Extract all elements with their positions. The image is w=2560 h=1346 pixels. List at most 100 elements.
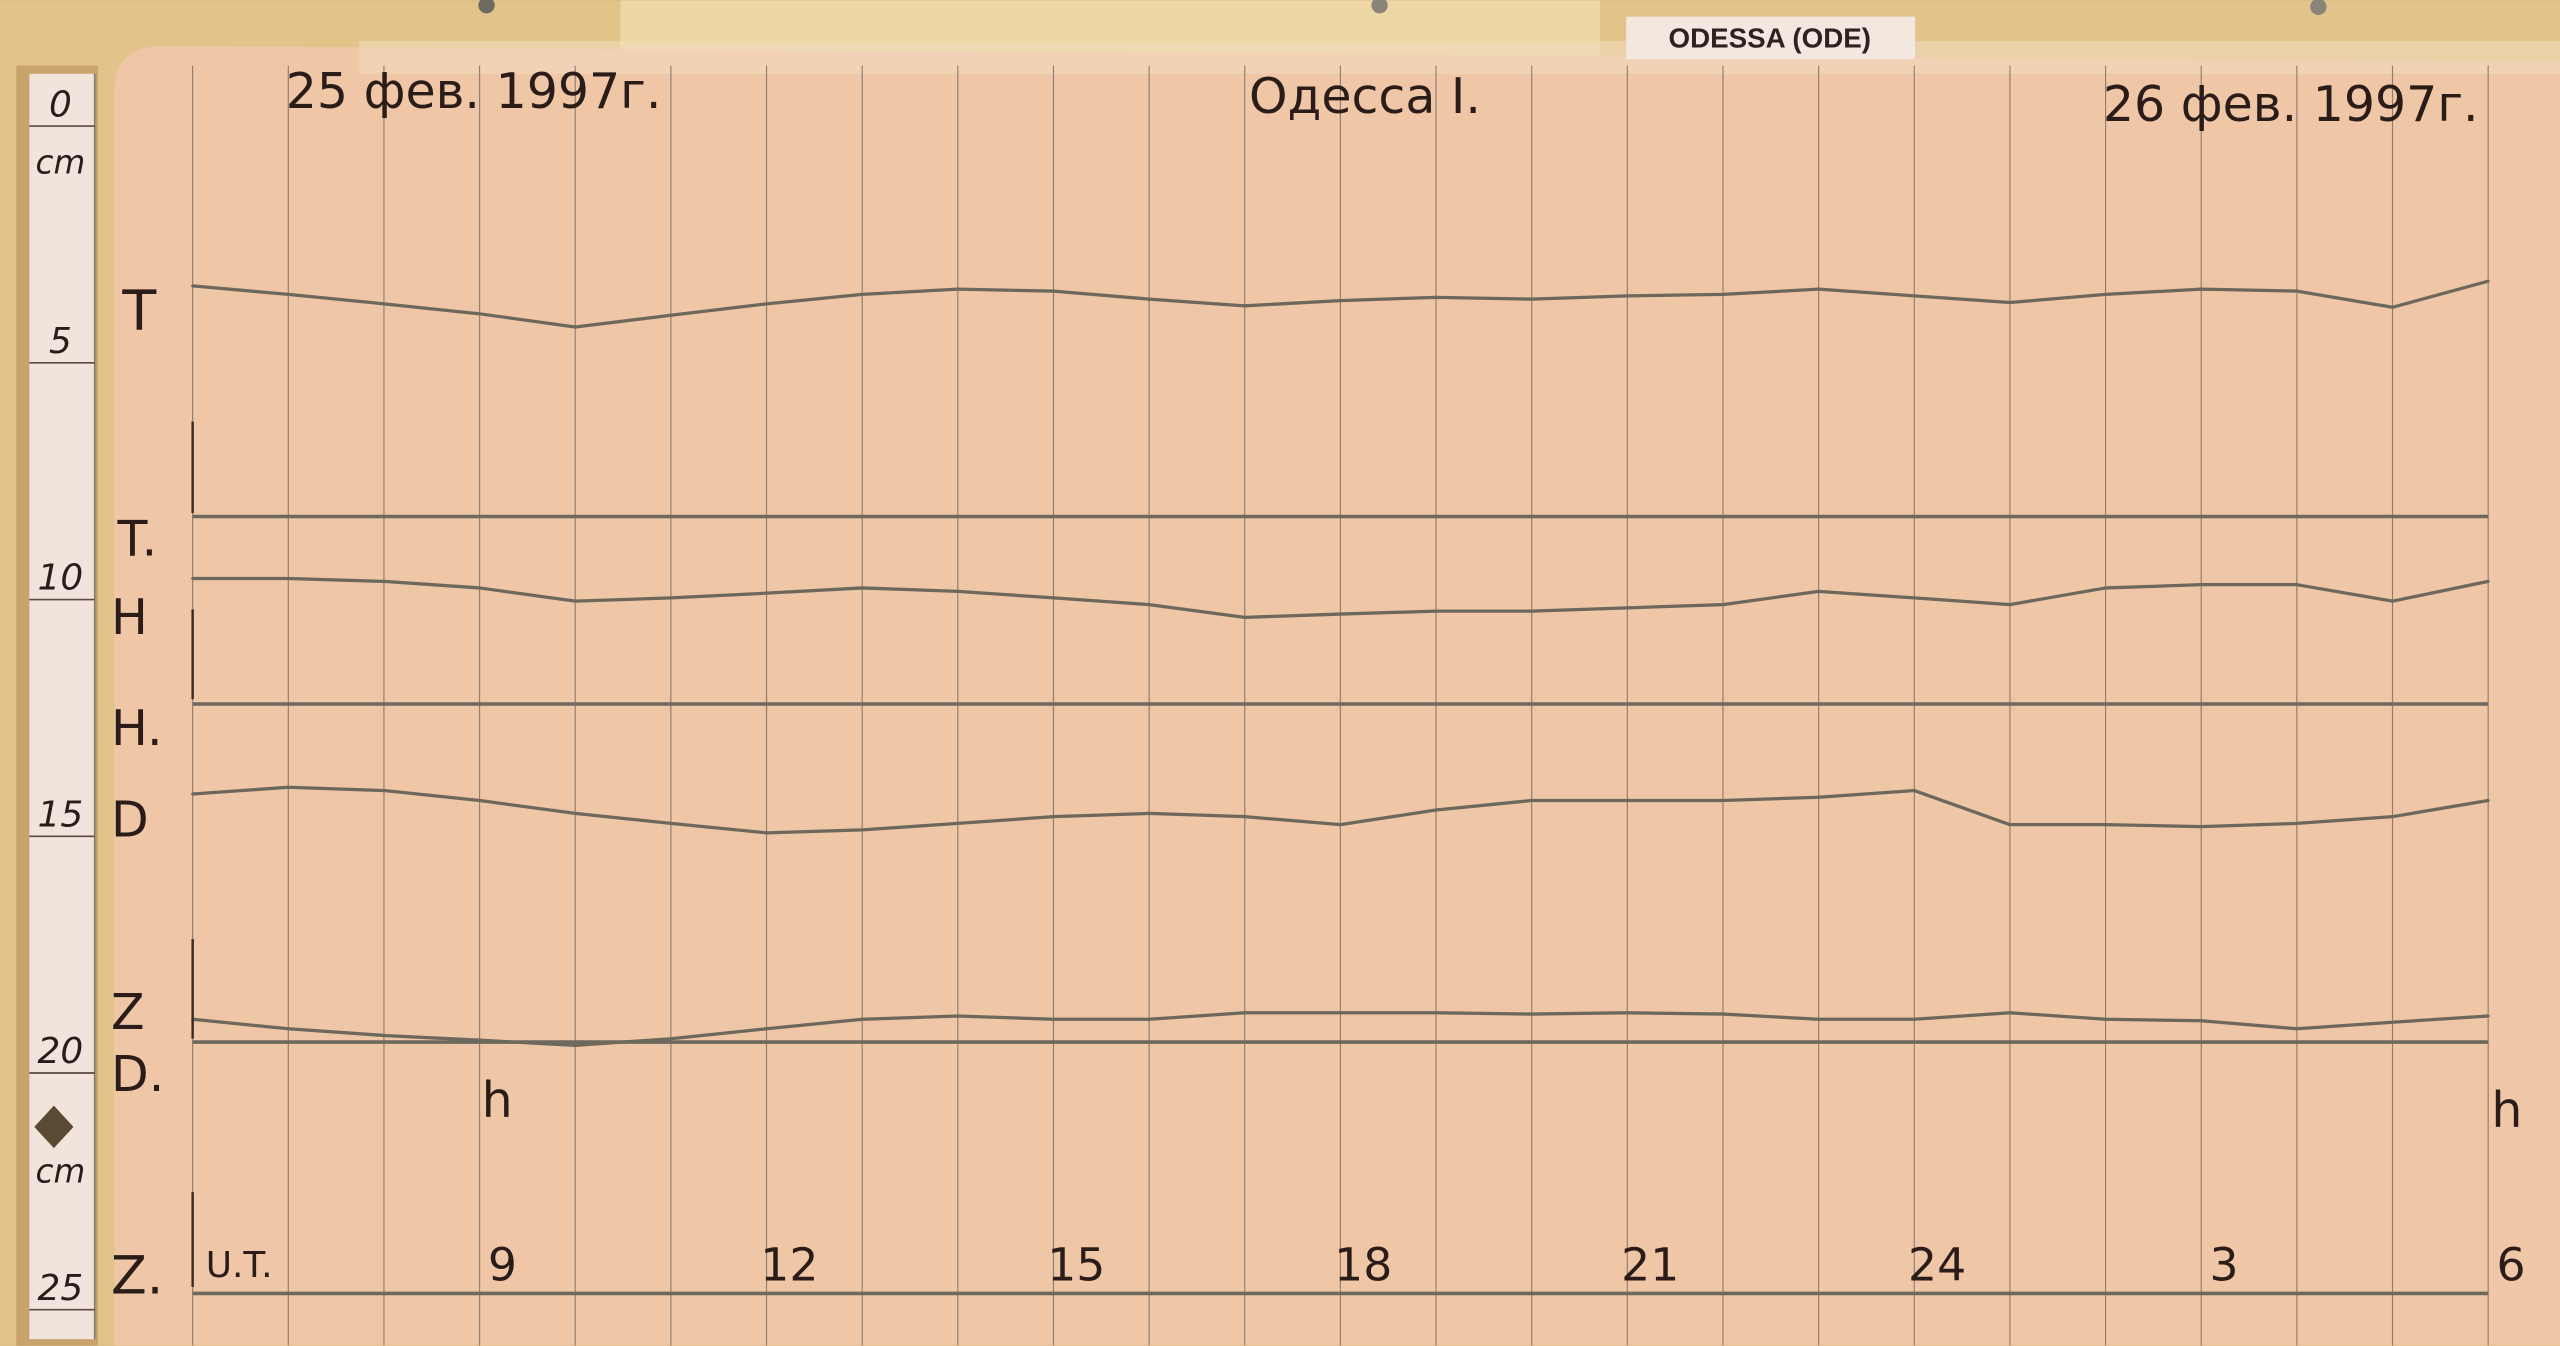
ruler-tick-label: 0 [49, 84, 72, 125]
trace-Z-point [669, 1037, 673, 1041]
trace-H-point [2008, 603, 2012, 607]
x-tick-label: 6 [2496, 1238, 2525, 1291]
trace-T-point [669, 313, 673, 317]
trace-H-point [286, 577, 290, 580]
trace-T-point [1817, 287, 1821, 291]
trace-D-point [1721, 799, 1725, 803]
trace-D-point [2486, 799, 2490, 803]
trace-T-point [1912, 294, 1916, 298]
trace-T-point [1434, 295, 1438, 299]
trace-D-point [2104, 823, 2108, 827]
label-Z0: Z. [111, 1246, 163, 1306]
trace-T-point [382, 302, 386, 306]
trace-D-point [669, 821, 673, 825]
trace-T-point [1721, 292, 1725, 296]
trace-D-point [2295, 821, 2299, 825]
trace-H-point [1817, 589, 1821, 593]
trace-H-point [2295, 583, 2299, 587]
trace-Z-point [1147, 1017, 1151, 1021]
trace-Z-point [382, 1033, 386, 1037]
trace-D-point [573, 811, 577, 815]
station-label-card [1626, 16, 1916, 60]
trace-D-point [1434, 808, 1438, 812]
trace-H-point [191, 577, 195, 580]
trace-T-point [2486, 279, 2490, 283]
ruler-tick-label: 20 [38, 1031, 84, 1072]
trace-H-point [573, 599, 577, 603]
trace-D-point [1817, 795, 1821, 799]
trace-D-point [2391, 815, 2394, 819]
trace-Z-point [956, 1014, 960, 1018]
trace-Z-point [2199, 1019, 2203, 1023]
label-Z: Z [111, 984, 145, 1041]
trace-D-point [2008, 823, 2012, 827]
x-tick-label: 3 [2210, 1238, 2239, 1291]
x-tick-label: 15 [1047, 1238, 1105, 1291]
plastic-strip [359, 41, 2560, 74]
trace-T-point [191, 284, 195, 288]
trace-H-point [2486, 579, 2490, 583]
trace-H-point [1625, 606, 1629, 610]
ruler-tick-label: 25 [38, 1268, 84, 1309]
trace-H-point [1338, 612, 1342, 616]
trace-T-point [2008, 301, 2012, 304]
trace-Z-point [1243, 1011, 1247, 1015]
trace-Z-point [2104, 1017, 2108, 1021]
trace-Z-point [765, 1027, 768, 1031]
trace-T-point [956, 287, 960, 291]
trace-T-point [1530, 297, 1534, 301]
trace-T-point [1052, 289, 1055, 293]
screw-icon [1371, 0, 1388, 14]
trace-D-point [1147, 811, 1151, 815]
trace-Z-point [478, 1038, 482, 1042]
trace-H-point [382, 579, 386, 583]
date-left: 25 фев. 1997г. [286, 63, 662, 120]
trace-Z-point [2486, 1014, 2490, 1018]
trace-D-point [1243, 815, 1247, 819]
screw-icon [478, 0, 495, 14]
trace-T-point [1625, 294, 1629, 298]
trace-D-point [1052, 815, 1055, 819]
trace-H-point [1721, 603, 1725, 607]
label-T0: T. [117, 510, 158, 567]
trace-D-point [1625, 799, 1629, 803]
trace-Z-point [573, 1043, 577, 1047]
trace-T-point [2199, 287, 2203, 291]
trace-Z-point [1912, 1017, 1916, 1021]
ruler-tick-label: 15 [38, 794, 84, 835]
ruler-unit-top: cm [36, 143, 86, 181]
hour-mark: h [482, 1072, 513, 1129]
x-axis-label: U.T. [206, 1245, 273, 1286]
trace-H-point [1912, 596, 1916, 600]
station-label: ODESSA (ODE) [1669, 23, 1872, 54]
ruler-unit-bottom: cm [36, 1152, 86, 1190]
trace-Z-point [1052, 1017, 1055, 1021]
trace-H-point [1434, 609, 1438, 613]
trace-D-point [1912, 789, 1916, 793]
trace-H-point [1052, 596, 1055, 600]
trace-H-point [1243, 615, 1247, 619]
trace-Z-point [1625, 1011, 1629, 1015]
trace-T-point [2391, 305, 2394, 309]
trace-T-point [860, 292, 864, 296]
label-T: T [121, 279, 157, 344]
trace-Z-point [2008, 1011, 2012, 1015]
trace-D-point [382, 789, 386, 793]
trace-D-point [1530, 799, 1534, 803]
trace-D-point [1338, 823, 1342, 827]
hour-mark: h [2491, 1082, 2522, 1139]
trace-H-point [1530, 609, 1534, 613]
trace-D-point [765, 831, 768, 835]
trace-Z-point [286, 1027, 290, 1031]
trace-Z-point [1530, 1012, 1534, 1016]
chart-paper [114, 46, 2560, 1346]
ruler-tick-label: 10 [38, 558, 84, 599]
label-D: D [111, 791, 149, 848]
trace-T-point [1338, 299, 1342, 303]
ruler-pin-icon [34, 1105, 74, 1149]
trace-Z-point [1434, 1011, 1438, 1015]
trace-D-point [191, 792, 195, 796]
trace-T-point [286, 292, 290, 296]
trace-T-point [573, 325, 577, 329]
trace-D-point [2199, 825, 2203, 829]
